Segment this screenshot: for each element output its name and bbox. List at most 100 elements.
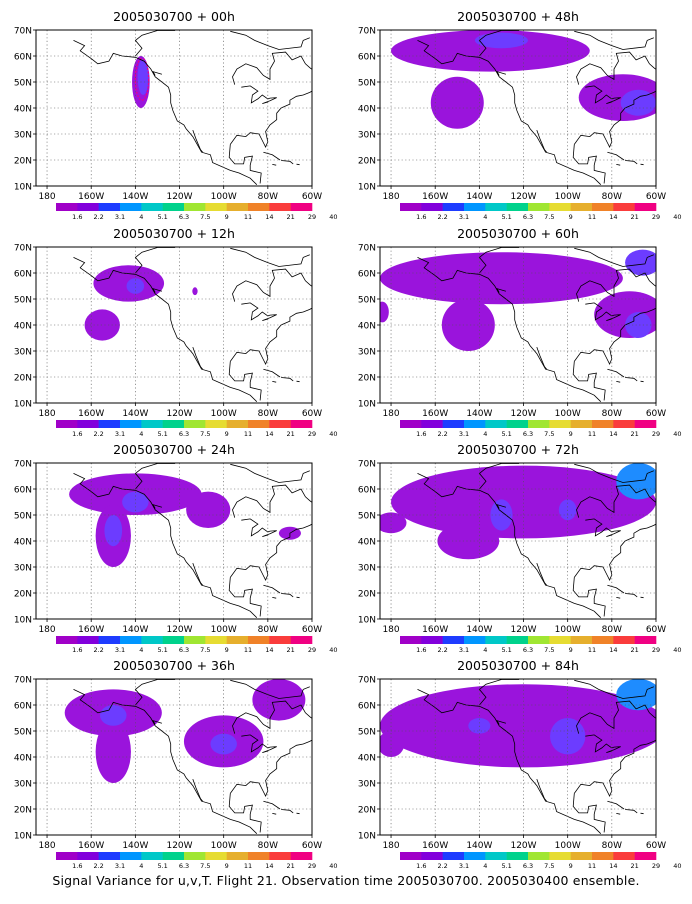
colorbar-swatch: [506, 203, 529, 211]
y-tick-label: 70N: [358, 460, 376, 470]
colorbar-label: 29: [652, 862, 660, 870]
y-tick-label: 10N: [358, 400, 376, 410]
y-tick-label: 70N: [358, 27, 376, 37]
colorbar-label: 7.5: [544, 213, 554, 221]
colorbar-label: 5.1: [501, 213, 511, 221]
colorbar-label: 3.1: [115, 213, 125, 221]
colorbar-swatch: [226, 420, 249, 428]
colorbar: 1.6 2.2 3.1 4 5.1 6.3 7.5 9 11 14 21 29 40: [400, 203, 681, 221]
colorbar-swatch: [120, 420, 142, 428]
colorbar-swatch: [464, 203, 486, 211]
coastline: [417, 679, 656, 834]
y-tick-label: 50N: [358, 79, 376, 89]
colorbar-label: 29: [308, 646, 316, 654]
colorbar-label: 7.5: [200, 862, 210, 870]
variance-region: [380, 731, 405, 757]
colorbar-label: 14: [265, 646, 273, 654]
variance-region: [490, 499, 513, 531]
colorbar-label: 6.3: [179, 862, 189, 870]
colorbar-swatch: [592, 636, 614, 644]
y-tick-label: 30N: [358, 131, 376, 141]
y-tick-label: 60N: [358, 702, 376, 712]
x-tick-label: 100W: [211, 841, 237, 851]
colorbar-label: 29: [308, 430, 316, 438]
colorbar-label: 4: [483, 430, 487, 438]
colorbar-swatch: [98, 203, 121, 211]
x-tick-label: 100W: [211, 409, 237, 419]
x-tick-label: 80W: [258, 841, 278, 851]
colorbar-label: 1.6: [72, 213, 82, 221]
colorbar-swatch: [290, 852, 313, 860]
x-tick-label: 180: [38, 409, 55, 419]
colorbar-swatch: [528, 852, 550, 860]
colorbar-label: 6.3: [523, 430, 533, 438]
x-tick-label: 80W: [602, 409, 622, 419]
colorbar-label: 40: [329, 430, 337, 438]
colorbar-swatch: [141, 852, 163, 860]
figure-caption: Signal Variance for u,v,T. Flight 21. Ob…: [52, 873, 640, 888]
x-tick-label: 180: [382, 409, 399, 419]
colorbar-swatch: [592, 203, 614, 211]
colorbar-swatch: [442, 420, 465, 428]
colorbar-label: 11: [244, 646, 252, 654]
colorbar-swatch: [634, 636, 657, 644]
variance-region: [550, 718, 586, 755]
colorbar-label: 6.3: [179, 430, 189, 438]
coastline: [73, 463, 312, 618]
y-tick-label: 40N: [358, 538, 376, 548]
y-tick-label: 20N: [358, 157, 376, 167]
grid-lines: [380, 679, 657, 835]
colorbar-swatch: [77, 852, 99, 860]
colorbar-swatch: [205, 636, 227, 644]
y-tick-label: 50N: [14, 728, 32, 738]
colorbar-label: 5.1: [501, 646, 511, 654]
colorbar-label: 9: [569, 430, 573, 438]
y-tick-label: 40N: [14, 538, 32, 548]
y-tick-label: 60N: [14, 702, 32, 712]
variance-region: [380, 252, 623, 305]
x-tick-label: 160W: [78, 841, 104, 851]
x-tick-label: 120W: [510, 625, 536, 635]
x-tick-label: 100W: [555, 841, 581, 851]
colorbar-swatch: [77, 203, 99, 211]
colorbar-swatch: [592, 852, 614, 860]
x-tick-label: 140W: [122, 841, 148, 851]
colorbar-swatch: [120, 852, 142, 860]
y-tick-label: 40N: [14, 754, 32, 764]
y-tick-label: 60N: [358, 486, 376, 496]
x-tick-label: 140W: [466, 625, 492, 635]
colorbar-label: 21: [287, 646, 295, 654]
y-tick-label: 40N: [14, 105, 32, 115]
colorbar-label: 3.1: [459, 646, 469, 654]
y-tick-label: 60N: [358, 270, 376, 280]
colorbar-swatch: [613, 852, 635, 860]
colorbar-swatch: [184, 636, 206, 644]
colorbar-label: 9: [225, 213, 229, 221]
colorbar-label: 11: [588, 430, 596, 438]
colorbar-label: 14: [609, 213, 617, 221]
panel-title: 2005030700 + 12h: [113, 226, 235, 241]
colorbar-swatch: [613, 420, 635, 428]
colorbar-swatch: [400, 203, 422, 211]
colorbar-label: 14: [609, 646, 617, 654]
x-tick-label: 160W: [422, 409, 448, 419]
y-tick-label: 30N: [358, 780, 376, 790]
x-tick-label: 120W: [510, 841, 536, 851]
y-tick-label: 30N: [14, 348, 32, 358]
colorbar-swatch: [421, 852, 443, 860]
y-tick-label: 40N: [358, 105, 376, 115]
colorbar-label: 1.6: [416, 862, 426, 870]
x-tick-label: 140W: [466, 192, 492, 202]
variance-region: [126, 278, 145, 294]
x-tick-label: 180: [382, 625, 399, 635]
x-tick-label: 160W: [422, 625, 448, 635]
colorbar-label: 2.2: [93, 862, 103, 870]
y-tick-label: 30N: [358, 564, 376, 574]
y-tick-label: 30N: [14, 780, 32, 790]
x-tick-label: 60W: [646, 192, 666, 202]
colorbar-label: 9: [225, 430, 229, 438]
variance-region: [616, 679, 656, 711]
colorbar-label: 21: [631, 213, 639, 221]
y-tick-label: 60N: [14, 486, 32, 496]
